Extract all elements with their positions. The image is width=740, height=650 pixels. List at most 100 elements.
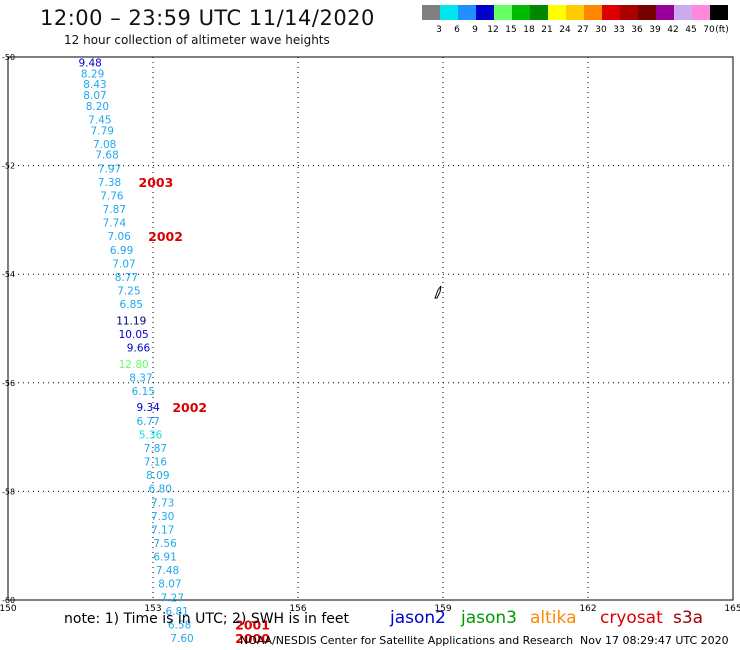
wave-height-label: 7.56 [153, 538, 177, 550]
wave-height-label: 8.09 [146, 470, 169, 482]
wave-height-label: 7.45 [88, 114, 111, 126]
legend-label: 21 [541, 25, 552, 35]
time-label: 2002 [172, 400, 207, 415]
lat-tick-label: -54 [2, 270, 15, 279]
footer-timestamp: Nov 17 08:29:47 UTC 2020 [580, 634, 729, 647]
legend-label: 30 [595, 25, 607, 35]
wave-height-label: 8.77 [115, 272, 138, 284]
wave-height-label: 8.37 [129, 372, 152, 384]
satellite-label-cryosat: cryosat [600, 608, 663, 628]
legend-label: 33 [613, 25, 624, 35]
legend-label: 36 [631, 25, 643, 35]
legend-swatch [584, 5, 602, 20]
wave-height-label: 7.74 [103, 218, 127, 230]
wave-height-label: 7.08 [93, 139, 116, 151]
legend-swatch [548, 5, 566, 20]
legend-label: 70 [703, 25, 715, 35]
wave-height-label: 6.80 [149, 484, 172, 496]
wave-height-label: 8.29 [81, 68, 104, 80]
wave-height-label: 8.07 [83, 90, 106, 102]
wave-height-label: 7.17 [151, 524, 174, 536]
wave-height-label: 6.77 [136, 416, 159, 428]
lat-tick-label: -50 [2, 53, 15, 62]
wave-height-label: 8.07 [158, 579, 181, 591]
wave-height-label: 7.68 [95, 150, 118, 162]
wave-height-label: 8.20 [86, 101, 109, 113]
island-outline [434, 285, 442, 299]
wave-height-label: 7.73 [151, 497, 174, 509]
lat-tick-label: -52 [2, 162, 15, 171]
wave-height-label: 10.05 [119, 329, 149, 341]
legend-label: 24 [559, 25, 571, 35]
wave-height-label: 7.16 [144, 457, 168, 469]
legend-label: 9 [472, 25, 478, 35]
time-label: 2000 [235, 631, 270, 646]
wave-height-label: 6.99 [110, 245, 133, 257]
lon-tick-label: 165 [724, 604, 740, 614]
page-subtitle: 12 hour collection of altimeter wave hei… [64, 33, 330, 47]
wave-height-label: 7.48 [156, 565, 179, 577]
legend-swatch [512, 5, 530, 20]
legend-swatch [692, 5, 710, 20]
wave-height-label: 6.81 [165, 606, 188, 618]
wave-height-label: 7.87 [144, 443, 167, 455]
legend-label: 15 [505, 25, 516, 35]
legend-swatch [638, 5, 656, 20]
legend-label: 45 [685, 25, 696, 35]
legend-swatch [458, 5, 476, 20]
satellite-label-altika: altika [530, 608, 577, 628]
lat-tick-label: -60 [2, 596, 15, 605]
wave-height-label: 9.66 [127, 343, 151, 355]
wave-height-label: 6.91 [153, 552, 176, 564]
time-label: 2002 [148, 229, 183, 244]
wave-height-label: 12.80 [119, 359, 149, 371]
satellite-label-s3a: s3a [673, 608, 704, 628]
page-title: 12:00 – 23:59 UTC 11/14/2020 [40, 6, 375, 30]
lat-tick-label: -56 [2, 379, 15, 388]
wave-height-label: 7.60 [170, 633, 193, 645]
legend-label: 12 [487, 25, 498, 35]
legend-swatch [440, 5, 458, 20]
satellite-label-jason3: jason3 [461, 608, 517, 628]
wave-height-label: 7.27 [161, 592, 184, 604]
legend-swatch [494, 5, 512, 20]
wave-height-label: 7.06 [107, 231, 131, 243]
legend-swatch [656, 5, 674, 20]
footer-note: note: 1) Time is in UTC; 2) SWH is in fe… [64, 611, 350, 627]
lon-tick-label: 153 [144, 604, 161, 614]
wave-height-label: 7.38 [98, 177, 121, 189]
legend-unit: (ft) [715, 25, 729, 35]
map-frame [7, 56, 734, 601]
wave-height-label: 7.25 [117, 285, 140, 297]
time-label: 2001 [235, 617, 270, 632]
wave-height-label: 9.34 [136, 402, 160, 414]
lon-tick-label: 159 [434, 604, 451, 614]
wave-height-label: 6.58 [168, 619, 191, 631]
legend-swatch [602, 5, 620, 20]
wave-height-label: 7.76 [100, 190, 124, 202]
legend-swatch [530, 5, 548, 20]
wave-height-label: 5.36 [139, 429, 163, 441]
legend-label: 3 [436, 25, 442, 35]
legend-swatch [476, 5, 494, 20]
wave-height-label: 7.87 [103, 204, 126, 216]
time-label: 2003 [139, 175, 174, 190]
wave-height-label: 7.79 [91, 125, 114, 137]
satellite-label-jason2: jason2 [390, 608, 446, 628]
wave-height-label: 9.48 [78, 57, 101, 69]
footer-credit: NOAA/NESDIS Center for Satellite Applica… [240, 634, 574, 647]
legend-swatch [566, 5, 584, 20]
wave-height-label: 8.43 [83, 79, 106, 91]
wave-height-label: 7.30 [151, 511, 174, 523]
wave-height-label: 6.15 [132, 386, 155, 398]
legend-label: 18 [523, 25, 535, 35]
legend-label: 6 [454, 25, 460, 35]
legend-swatch [422, 5, 440, 20]
wave-height-label: 11.19 [116, 315, 146, 327]
wave-height-label: 6.85 [120, 299, 143, 311]
lat-tick-label: -58 [2, 487, 15, 496]
legend-label: 39 [649, 25, 661, 35]
legend-swatch [620, 5, 638, 20]
legend-label: 42 [667, 25, 678, 35]
